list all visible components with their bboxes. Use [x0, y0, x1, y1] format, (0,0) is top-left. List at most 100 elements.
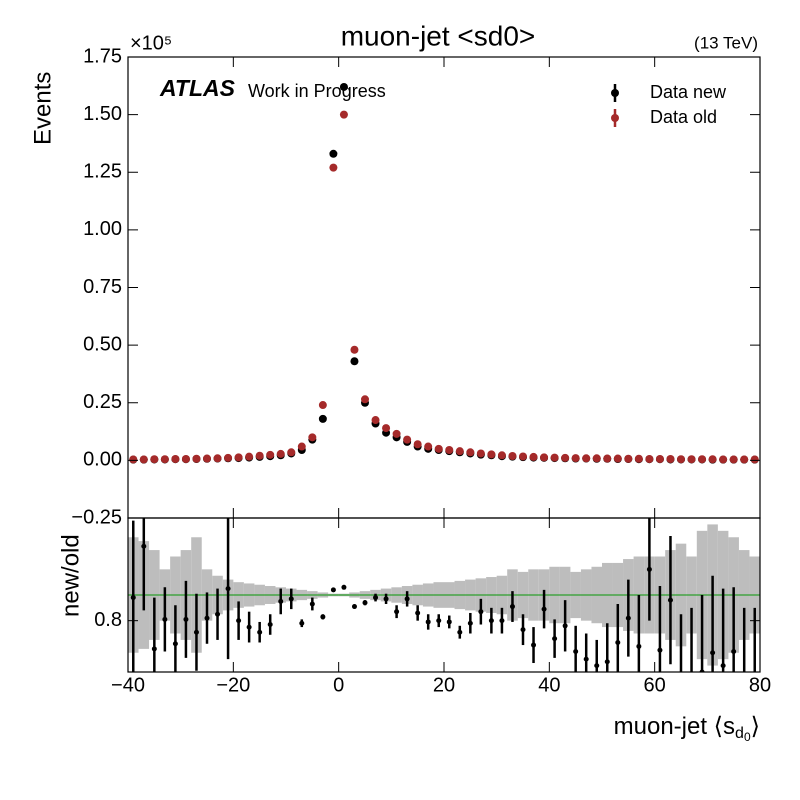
data-point — [276, 449, 285, 458]
data-point — [719, 455, 728, 464]
data-point — [655, 454, 664, 463]
y-tick-label: 0.75 — [83, 276, 122, 298]
x-tick-label: −20 — [216, 674, 250, 696]
data-point — [266, 450, 275, 459]
ratio-point — [320, 614, 326, 620]
data-point — [519, 452, 527, 461]
ratio-point — [257, 629, 263, 635]
data-point — [181, 454, 190, 463]
data-point — [476, 449, 485, 458]
data-point — [603, 454, 612, 463]
ratio-point — [162, 616, 168, 622]
ratio-point — [394, 609, 400, 615]
ratio-point — [625, 615, 631, 621]
data-point — [592, 454, 601, 463]
ratio-point — [130, 595, 136, 601]
experiment-label: ATLAS — [159, 75, 236, 101]
y-tick-label: 0.25 — [83, 391, 122, 413]
ratio-point — [215, 611, 221, 617]
data-point — [350, 357, 359, 366]
data-point — [529, 452, 538, 461]
ratio-point — [373, 595, 379, 601]
legend-marker — [611, 114, 619, 122]
data-point — [392, 429, 401, 438]
data-point — [339, 82, 348, 91]
ratio-point — [509, 604, 515, 610]
y-tick-label: 1.75 — [83, 45, 122, 67]
ratio-point — [278, 598, 284, 604]
x-tick-label: 60 — [644, 674, 666, 696]
data-point — [561, 453, 570, 462]
ratio-point — [330, 587, 336, 593]
chart-title: muon-jet <sd0> — [341, 20, 536, 51]
ratio-point — [615, 639, 621, 645]
ratio-point — [383, 596, 389, 602]
ratio-point — [667, 597, 673, 603]
data-point — [729, 455, 738, 464]
data-point — [424, 442, 433, 451]
y-tick-label: 0.50 — [83, 333, 122, 355]
ratio-point — [351, 604, 357, 610]
data-point — [213, 454, 222, 463]
ratio-point — [467, 620, 473, 626]
data-point — [224, 453, 233, 462]
data-point — [139, 455, 148, 464]
data-point — [645, 454, 654, 463]
ratio-point — [404, 596, 410, 602]
data-point — [550, 453, 559, 462]
ratio-point — [457, 629, 463, 635]
data-point — [318, 401, 327, 410]
y-tick-label: 0.00 — [83, 449, 122, 471]
x-tick-label: 20 — [433, 674, 455, 696]
legend-label: Data old — [650, 107, 717, 127]
ratio-point — [573, 648, 579, 654]
ratio-point — [499, 618, 505, 624]
multiplier: ×10⁵ — [130, 32, 172, 54]
data-point — [466, 448, 475, 457]
data-point — [329, 163, 338, 172]
ratio-point — [594, 663, 600, 669]
data-point — [382, 424, 391, 433]
data-point — [339, 110, 348, 119]
ratio-point — [172, 641, 178, 647]
data-point — [582, 454, 591, 463]
data-point — [571, 454, 580, 463]
ratio-point — [309, 601, 315, 607]
ratio-point — [141, 543, 147, 549]
ratio-point — [478, 609, 484, 615]
energy-label: (13 TeV) — [694, 33, 758, 52]
x-tick-label: −40 — [111, 674, 145, 696]
data-point — [497, 451, 506, 460]
y-tick-label: 1.00 — [83, 218, 122, 240]
data-point — [624, 454, 633, 463]
ratio-point — [246, 624, 252, 630]
x-tick-label: 40 — [538, 674, 560, 696]
status-label: Work in Progress — [248, 81, 386, 101]
ratio-point — [415, 610, 421, 616]
data-point — [708, 455, 717, 464]
ratio-point — [679, 676, 684, 681]
y-tick-label: 1.25 — [83, 161, 122, 183]
data-point — [192, 454, 201, 463]
y-tick-label: −0.25 — [71, 506, 122, 528]
ratio-point — [204, 615, 210, 621]
ratio-point — [541, 606, 547, 612]
ratio-point — [731, 648, 737, 654]
ratio-point — [742, 682, 747, 687]
data-point — [234, 453, 243, 462]
ratio-point — [531, 642, 537, 648]
ratio-axis-label: new/old — [57, 534, 84, 617]
data-point — [666, 454, 675, 463]
data-point — [487, 450, 496, 459]
ratio-point — [446, 619, 452, 625]
data-point — [318, 414, 327, 423]
y-tick-label: 1.50 — [83, 103, 122, 125]
data-point — [350, 345, 359, 354]
ratio-point — [236, 618, 242, 624]
legend-label: Data new — [650, 82, 727, 102]
ratio-point — [636, 643, 642, 649]
ratio-point — [225, 586, 231, 592]
data-point — [287, 448, 296, 457]
main-plot — [129, 82, 759, 464]
ratio-point — [520, 627, 526, 633]
